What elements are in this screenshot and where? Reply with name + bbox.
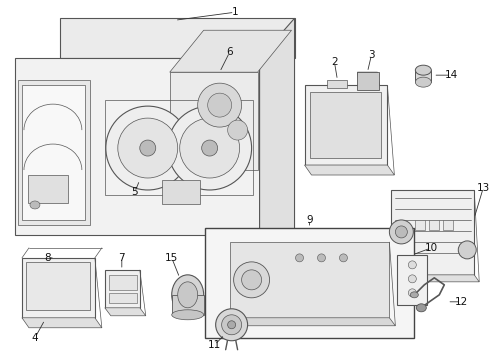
Bar: [357, 72, 379, 90]
Bar: [310, 92, 381, 158]
Text: 2: 2: [331, 57, 338, 67]
Polygon shape: [392, 275, 479, 282]
Polygon shape: [22, 85, 85, 220]
Bar: [429, 220, 440, 230]
Ellipse shape: [410, 292, 418, 298]
Text: 11: 11: [208, 340, 221, 350]
Bar: [416, 220, 425, 230]
Ellipse shape: [228, 120, 247, 140]
Text: 7: 7: [119, 253, 125, 263]
Ellipse shape: [30, 201, 40, 209]
Text: 1: 1: [231, 7, 238, 17]
Ellipse shape: [408, 275, 416, 283]
Polygon shape: [474, 190, 479, 282]
Ellipse shape: [416, 77, 431, 87]
Ellipse shape: [408, 261, 416, 269]
Text: 13: 13: [477, 183, 490, 193]
Bar: [109, 293, 137, 303]
Ellipse shape: [178, 282, 197, 308]
Ellipse shape: [395, 226, 407, 238]
Polygon shape: [105, 308, 146, 316]
Polygon shape: [230, 318, 395, 326]
Text: 3: 3: [368, 50, 375, 60]
Bar: [105, 100, 253, 195]
Text: 5: 5: [131, 187, 138, 197]
Ellipse shape: [416, 65, 431, 75]
Polygon shape: [22, 318, 102, 328]
Ellipse shape: [216, 309, 247, 341]
Polygon shape: [230, 242, 390, 318]
Polygon shape: [304, 85, 388, 165]
Polygon shape: [15, 58, 260, 235]
Text: 12: 12: [455, 297, 468, 307]
Bar: [443, 220, 453, 230]
Ellipse shape: [106, 106, 190, 190]
Ellipse shape: [172, 310, 204, 320]
Bar: [205, 228, 415, 338]
Ellipse shape: [221, 315, 242, 335]
Text: 6: 6: [226, 47, 233, 57]
Ellipse shape: [458, 241, 476, 259]
Polygon shape: [172, 295, 204, 315]
Polygon shape: [327, 80, 347, 88]
Polygon shape: [26, 262, 90, 310]
Polygon shape: [416, 70, 431, 82]
Ellipse shape: [234, 262, 270, 298]
Polygon shape: [170, 72, 258, 170]
Ellipse shape: [168, 106, 251, 190]
Ellipse shape: [228, 321, 236, 329]
Text: 4: 4: [32, 333, 38, 343]
Polygon shape: [95, 258, 102, 328]
Ellipse shape: [140, 140, 156, 156]
Text: 14: 14: [444, 70, 458, 80]
Polygon shape: [390, 242, 395, 326]
Polygon shape: [22, 258, 95, 318]
Text: 10: 10: [425, 243, 438, 253]
Polygon shape: [357, 72, 379, 85]
Polygon shape: [140, 270, 146, 316]
Polygon shape: [304, 165, 394, 175]
Ellipse shape: [180, 118, 240, 178]
Polygon shape: [105, 270, 140, 308]
Ellipse shape: [416, 304, 426, 312]
Ellipse shape: [202, 140, 218, 156]
Ellipse shape: [408, 289, 416, 297]
Polygon shape: [388, 85, 394, 175]
Text: 9: 9: [306, 215, 313, 225]
Ellipse shape: [197, 83, 242, 127]
Polygon shape: [397, 255, 427, 305]
Text: 15: 15: [165, 253, 178, 263]
Ellipse shape: [242, 270, 262, 290]
Polygon shape: [392, 190, 474, 275]
Ellipse shape: [390, 220, 414, 244]
Polygon shape: [170, 30, 292, 72]
Text: 8: 8: [45, 253, 51, 263]
Ellipse shape: [208, 93, 232, 117]
Ellipse shape: [172, 275, 204, 315]
Bar: [28, 175, 68, 203]
Bar: [162, 180, 200, 204]
Polygon shape: [260, 18, 294, 235]
Polygon shape: [18, 80, 90, 225]
Bar: [109, 275, 137, 290]
Ellipse shape: [118, 118, 178, 178]
Ellipse shape: [295, 254, 303, 262]
Ellipse shape: [318, 254, 325, 262]
Ellipse shape: [340, 254, 347, 262]
Polygon shape: [60, 18, 294, 58]
